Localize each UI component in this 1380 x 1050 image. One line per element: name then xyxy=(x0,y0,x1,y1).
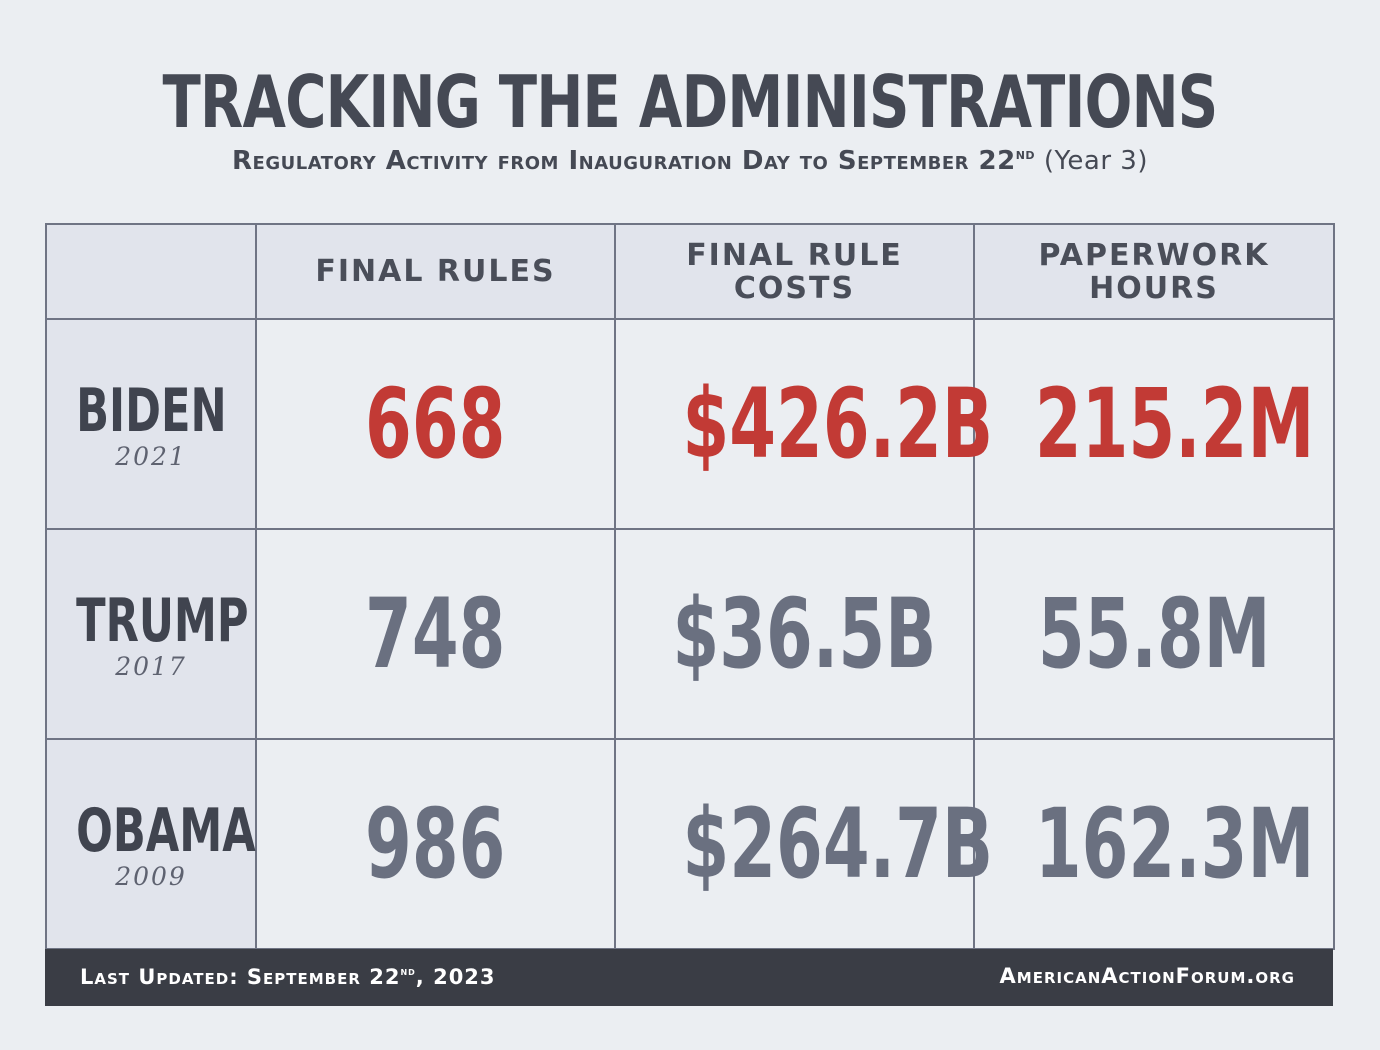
admin-cell: TRUMP 2017 xyxy=(45,528,257,740)
header-label: HOURS xyxy=(1089,270,1219,306)
value-final-rule-costs: $426.2B xyxy=(682,368,994,480)
table-header-row: FINAL RULES FINAL RULE COSTS PAPERWORK H… xyxy=(45,223,1335,320)
footer-bar: Last Updated: September 22nd, 2023 Ameri… xyxy=(45,949,1333,1006)
value-cell-final-rule-costs: $36.5B xyxy=(614,528,975,740)
subtitle-main: Regulatory Activity from Inauguration Da… xyxy=(232,146,1016,176)
header-label: FINAL RULE xyxy=(686,237,903,273)
subtitle-superscript: nd xyxy=(1015,145,1036,163)
admin-cell: BIDEN 2021 xyxy=(45,318,257,530)
value-paperwork-hours: 215.2M xyxy=(1034,368,1315,480)
page-subtitle: Regulatory Activity from Inauguration Da… xyxy=(0,145,1380,176)
comparison-table: FINAL RULES FINAL RULE COSTS PAPERWORK H… xyxy=(45,223,1335,950)
admin-year: 2017 xyxy=(115,651,187,681)
table-row-obama: OBAMA 2009 986 $264.7B 162.3M xyxy=(45,738,1335,950)
header-label: PAPERWORK xyxy=(1038,237,1270,273)
header-corner xyxy=(45,223,257,320)
site-link[interactable]: AmericanActionForum.org xyxy=(999,964,1295,988)
last-updated-prefix: Last Updated: September 22 xyxy=(80,965,401,989)
header-label: COSTS xyxy=(733,270,856,306)
header-final-rules: FINAL RULES xyxy=(255,223,616,320)
value-final-rules: 748 xyxy=(365,578,506,690)
value-paperwork-hours: 55.8M xyxy=(1037,578,1271,690)
admin-year: 2009 xyxy=(115,861,187,891)
last-updated-suffix: , 2023 xyxy=(415,965,496,989)
admin-name: TRUMP xyxy=(76,585,249,656)
admin-name: OBAMA xyxy=(76,795,256,866)
value-cell-paperwork-hours: 162.3M xyxy=(973,738,1335,950)
value-cell-paperwork-hours: 215.2M xyxy=(973,318,1335,530)
last-updated: Last Updated: September 22nd, 2023 xyxy=(80,964,496,989)
value-cell-final-rule-costs: $264.7B xyxy=(614,738,993,950)
subtitle-suffix: (Year 3) xyxy=(1043,146,1148,176)
header-label: FINAL RULES xyxy=(315,254,556,289)
value-cell-final-rule-costs: $426.2B xyxy=(614,318,993,530)
value-cell-final-rules: 986 xyxy=(255,738,616,950)
table-body: BIDEN 2021 668 $426.2B 215.2M TRUMP 2017 748 $36… xyxy=(45,318,1335,950)
value-final-rules: 986 xyxy=(365,788,506,900)
admin-year: 2021 xyxy=(115,441,187,471)
table-row-trump: TRUMP 2017 748 $36.5B 55.8M xyxy=(45,528,1335,740)
admin-name: BIDEN xyxy=(76,375,227,446)
value-paperwork-hours: 162.3M xyxy=(1034,788,1315,900)
value-cell-final-rules: 748 xyxy=(255,528,616,740)
header-final-rule-costs: FINAL RULE COSTS xyxy=(614,223,975,320)
page-title: TRACKING THE ADMINISTRATIONS xyxy=(162,60,1219,144)
admin-cell: OBAMA 2009 xyxy=(45,738,257,950)
value-cell-paperwork-hours: 55.8M xyxy=(973,528,1335,740)
header-paperwork-hours: PAPERWORK HOURS xyxy=(973,223,1335,320)
value-final-rule-costs: $36.5B xyxy=(672,578,937,690)
last-updated-superscript: nd xyxy=(400,964,416,978)
value-final-rules: 668 xyxy=(365,368,506,480)
value-cell-final-rules: 668 xyxy=(255,318,616,530)
value-final-rule-costs: $264.7B xyxy=(682,788,994,900)
table-row-biden: BIDEN 2021 668 $426.2B 215.2M xyxy=(45,318,1335,530)
